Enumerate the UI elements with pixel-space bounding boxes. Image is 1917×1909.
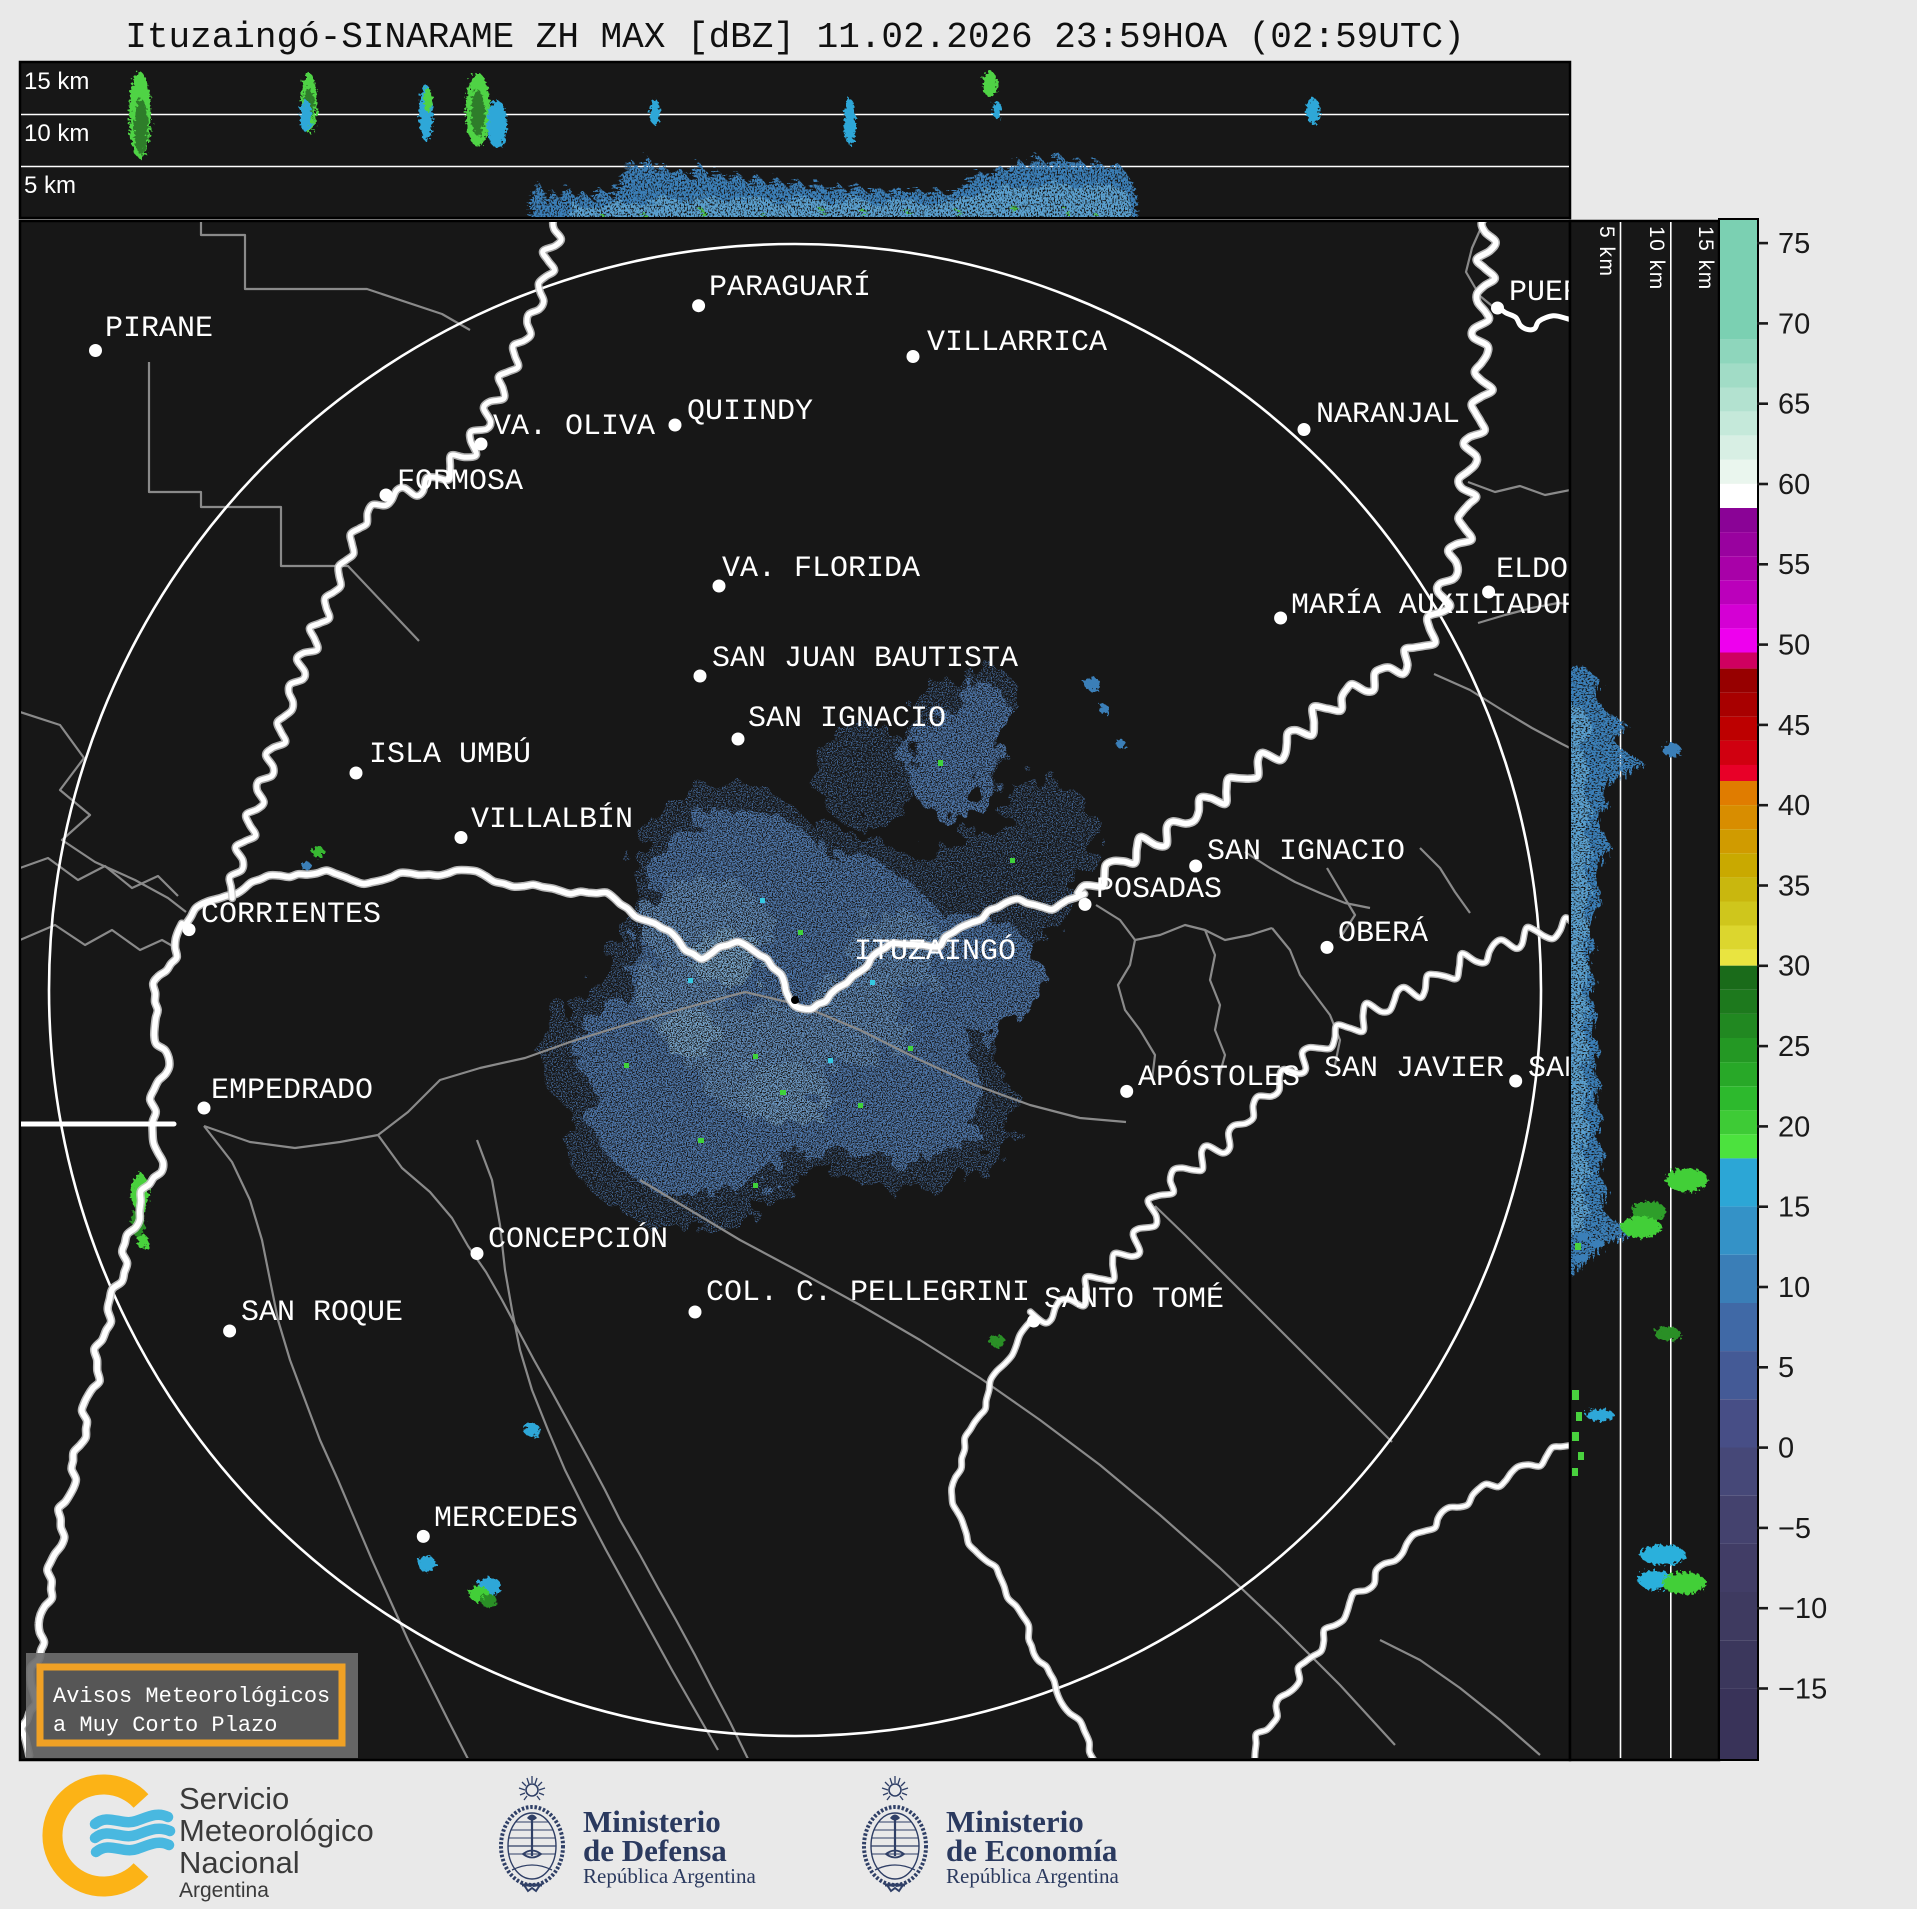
svg-text:de Defensa: de Defensa <box>583 1833 727 1868</box>
svg-text:10 km: 10 km <box>24 120 89 147</box>
svg-text:55: 55 <box>1778 549 1810 581</box>
svg-text:0: 0 <box>1778 1433 1794 1465</box>
svg-text:10 km: 10 km <box>1645 226 1668 291</box>
svg-text:MERCEDES: MERCEDES <box>434 1502 578 1536</box>
svg-text:FORMOSA: FORMOSA <box>397 465 523 499</box>
svg-text:Avisos Meteorológicos: Avisos Meteorológicos <box>53 1684 330 1709</box>
svg-text:SAN ROQUE: SAN ROQUE <box>241 1296 403 1330</box>
svg-text:APÓSTOLES: APÓSTOLES <box>1138 1060 1300 1095</box>
svg-text:50: 50 <box>1778 630 1810 662</box>
svg-text:−15: −15 <box>1778 1673 1827 1705</box>
svg-text:ITUZAINGÓ: ITUZAINGÓ <box>854 934 1016 969</box>
svg-text:POSADAS: POSADAS <box>1096 873 1222 907</box>
svg-text:15: 15 <box>1778 1192 1810 1224</box>
svg-text:5 km: 5 km <box>24 172 76 199</box>
svg-text:−5: −5 <box>1778 1513 1811 1545</box>
svg-text:PARAGUARÍ: PARAGUARÍ <box>709 270 871 305</box>
svg-text:NARANJAL: NARANJAL <box>1316 398 1460 432</box>
svg-text:SAN IGNACIO: SAN IGNACIO <box>1207 835 1405 869</box>
svg-text:CORRIENTES: CORRIENTES <box>201 898 381 932</box>
svg-text:SAN IGNACIO: SAN IGNACIO <box>748 702 946 736</box>
svg-text:45: 45 <box>1778 710 1810 742</box>
svg-text:30: 30 <box>1778 951 1810 983</box>
svg-text:Ituzaingó-SINARAME ZH MAX [dBZ: Ituzaingó-SINARAME ZH MAX [dBZ] 11.02.20… <box>125 17 1464 58</box>
svg-text:PIRANE: PIRANE <box>105 312 213 346</box>
svg-text:70: 70 <box>1778 308 1810 340</box>
svg-text:VILLARRICA: VILLARRICA <box>927 326 1107 360</box>
svg-text:Nacional: Nacional <box>179 1845 300 1880</box>
svg-text:MARÍA AUXILIADORA: MARÍA AUXILIADORA <box>1291 588 1597 623</box>
svg-text:15 km: 15 km <box>24 68 89 95</box>
svg-text:Argentina: Argentina <box>179 1879 269 1902</box>
svg-text:a Muy Corto Plazo: a Muy Corto Plazo <box>53 1713 277 1738</box>
svg-text:40: 40 <box>1778 790 1810 822</box>
svg-text:SAN VICENTE: SAN VICENTE <box>1528 1052 1726 1086</box>
svg-text:República Argentina: República Argentina <box>946 1864 1119 1888</box>
svg-text:25: 25 <box>1778 1031 1810 1063</box>
svg-text:OBERÁ: OBERÁ <box>1338 916 1428 951</box>
svg-text:10: 10 <box>1778 1272 1810 1304</box>
svg-text:ELDORADO: ELDORADO <box>1496 553 1640 587</box>
svg-text:SANTO TOMÉ: SANTO TOMÉ <box>1044 1282 1224 1317</box>
svg-text:65: 65 <box>1778 389 1810 421</box>
svg-text:−10: −10 <box>1778 1593 1827 1625</box>
svg-text:60: 60 <box>1778 469 1810 501</box>
svg-text:República Argentina: República Argentina <box>583 1864 756 1888</box>
svg-text:ISLA UMBÚ: ISLA UMBÚ <box>369 737 531 772</box>
svg-text:EMPEDRADO: EMPEDRADO <box>211 1074 373 1108</box>
svg-text:PUERTO RICO: PUERTO RICO <box>1509 276 1707 310</box>
svg-text:20: 20 <box>1778 1111 1810 1143</box>
svg-text:5: 5 <box>1778 1352 1794 1384</box>
svg-text:CONCEPCIÓN: CONCEPCIÓN <box>488 1222 668 1257</box>
svg-text:COL. C. PELLEGRINI: COL. C. PELLEGRINI <box>706 1276 1030 1310</box>
svg-text:Servicio: Servicio <box>179 1781 289 1816</box>
svg-text:de Economía: de Economía <box>946 1833 1118 1868</box>
svg-text:SAN JAVIER: SAN JAVIER <box>1324 1052 1504 1086</box>
svg-text:75: 75 <box>1778 228 1810 260</box>
svg-text:VA. OLIVA: VA. OLIVA <box>493 410 655 444</box>
svg-text:35: 35 <box>1778 870 1810 902</box>
svg-text:QUIINDY: QUIINDY <box>687 395 813 429</box>
svg-text:Ministerio: Ministerio <box>583 1804 721 1839</box>
svg-text:Meteorológico: Meteorológico <box>179 1813 374 1848</box>
svg-text:5 km: 5 km <box>1595 226 1618 278</box>
svg-text:VILLALBÍN: VILLALBÍN <box>471 802 633 837</box>
svg-text:Ministerio: Ministerio <box>946 1804 1084 1839</box>
svg-text:15 km: 15 km <box>1694 226 1717 291</box>
svg-text:SAN JUAN BAUTISTA: SAN JUAN BAUTISTA <box>712 642 1018 676</box>
svg-text:VA. FLORIDA: VA. FLORIDA <box>722 552 920 586</box>
